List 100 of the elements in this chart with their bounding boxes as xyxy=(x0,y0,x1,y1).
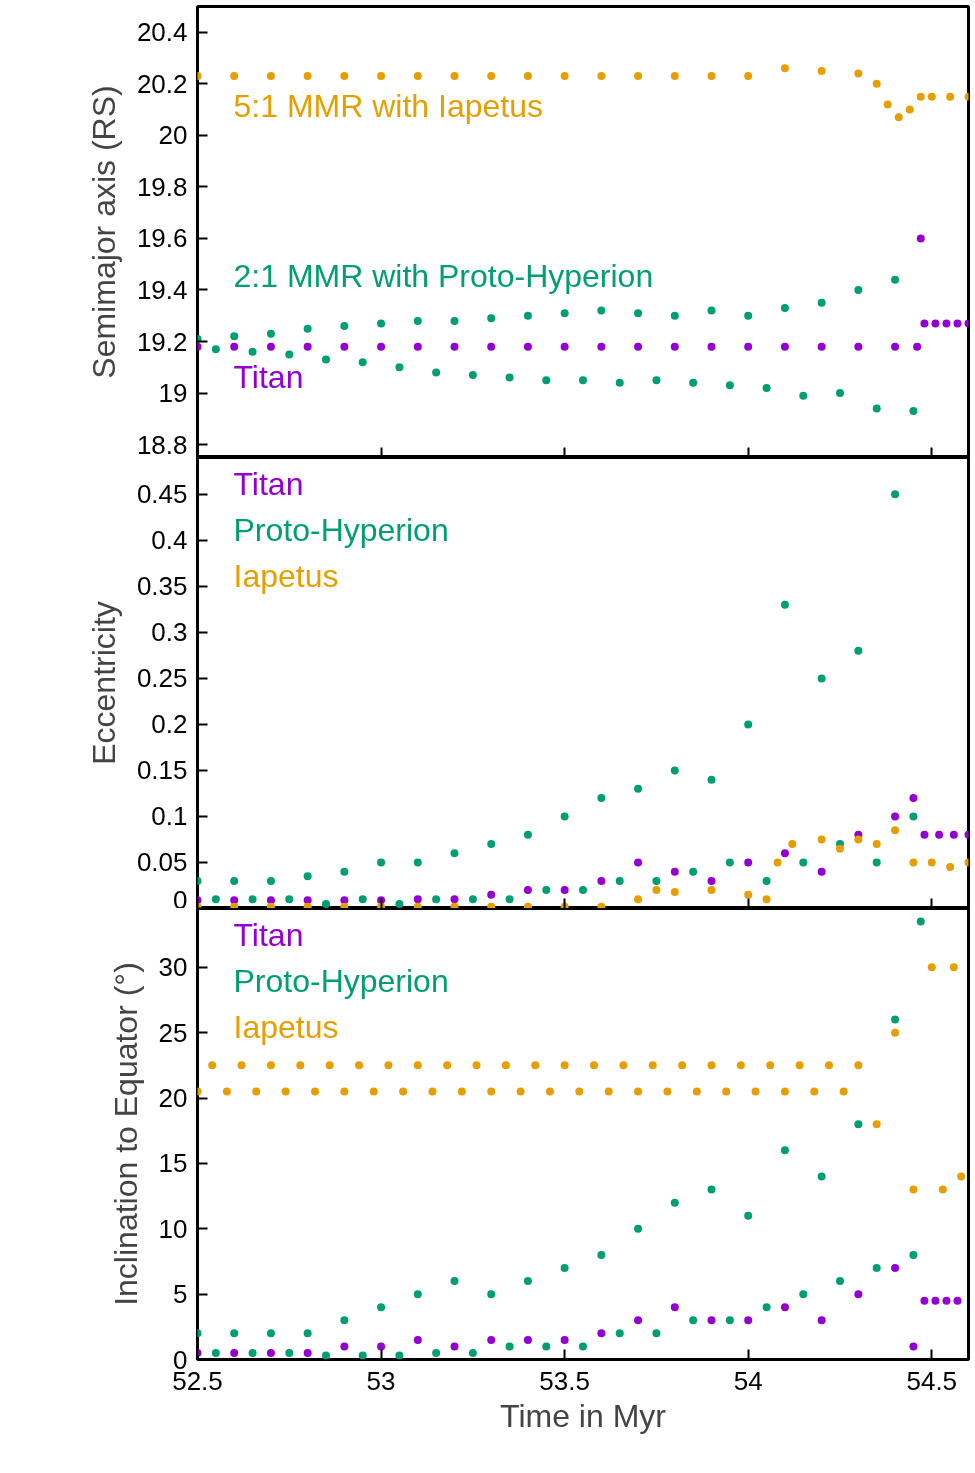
point xyxy=(505,1342,514,1351)
point xyxy=(780,1087,789,1096)
point xyxy=(942,319,951,328)
point xyxy=(597,1329,606,1338)
point xyxy=(303,1329,312,1338)
point xyxy=(670,867,679,876)
point xyxy=(413,342,422,351)
point xyxy=(208,1061,217,1070)
x-tick-label: 53.5 xyxy=(539,1365,590,1396)
point xyxy=(560,812,569,821)
point xyxy=(413,1335,422,1344)
point xyxy=(891,275,900,284)
point xyxy=(652,1329,661,1338)
point xyxy=(303,324,312,333)
point xyxy=(931,319,940,328)
point xyxy=(211,345,220,354)
point xyxy=(744,342,753,351)
point xyxy=(505,895,514,904)
point xyxy=(854,1061,863,1070)
point xyxy=(266,1329,275,1338)
point xyxy=(384,1061,393,1070)
point xyxy=(725,1316,734,1325)
point xyxy=(413,72,422,81)
point xyxy=(634,72,643,81)
series-label: 5:1 MMR with Iapetus xyxy=(233,88,543,125)
point xyxy=(670,1198,679,1207)
point xyxy=(872,404,881,413)
point xyxy=(916,917,925,926)
point xyxy=(248,347,257,356)
point xyxy=(450,849,459,858)
series-label: 2:1 MMR with Proto-Hyperion xyxy=(233,257,654,294)
point xyxy=(883,100,892,109)
point xyxy=(799,858,808,867)
point xyxy=(938,1185,947,1194)
y-tick-label: 20.4 xyxy=(136,17,188,48)
point xyxy=(872,1120,881,1129)
point xyxy=(780,1303,789,1312)
point xyxy=(957,1172,966,1181)
point xyxy=(579,1342,587,1351)
point xyxy=(322,355,330,364)
point xyxy=(744,72,753,81)
point xyxy=(909,812,918,821)
y-axis-title: Eccentricity xyxy=(85,601,122,765)
point xyxy=(736,1061,745,1070)
point xyxy=(523,342,532,351)
point xyxy=(266,1061,275,1070)
point xyxy=(854,1290,863,1299)
point xyxy=(266,342,275,351)
point xyxy=(487,840,496,849)
point xyxy=(340,896,349,905)
point xyxy=(744,1211,753,1220)
point xyxy=(523,1335,532,1344)
point xyxy=(450,895,459,904)
point xyxy=(927,963,936,972)
point xyxy=(340,342,349,351)
point xyxy=(707,1061,716,1070)
point xyxy=(949,963,958,972)
point xyxy=(523,886,532,895)
point xyxy=(773,858,782,867)
point xyxy=(905,105,914,114)
point xyxy=(266,876,275,885)
point xyxy=(634,858,643,867)
point xyxy=(230,876,239,885)
y-tick-label: 10 xyxy=(158,1213,188,1244)
point xyxy=(597,794,606,803)
point xyxy=(817,342,826,351)
text: Titan xyxy=(233,465,304,502)
point xyxy=(523,830,532,839)
series-label: Titan xyxy=(233,358,304,395)
point xyxy=(395,363,404,372)
point xyxy=(707,876,716,885)
point xyxy=(689,867,698,876)
point xyxy=(395,1351,404,1360)
point xyxy=(836,1277,844,1286)
point xyxy=(340,1087,349,1096)
y-tick-label: 0.4 xyxy=(151,525,188,556)
point xyxy=(560,309,569,318)
x-tick-label: 53 xyxy=(366,1365,396,1396)
point xyxy=(913,342,922,351)
point xyxy=(634,895,643,904)
point xyxy=(648,1061,657,1070)
y-tick-label: 19 xyxy=(158,378,188,409)
point xyxy=(670,887,679,896)
point xyxy=(678,1061,687,1070)
point xyxy=(468,371,477,380)
point xyxy=(744,1316,753,1325)
point xyxy=(340,1342,349,1351)
point xyxy=(854,69,863,78)
point xyxy=(766,1061,775,1070)
point xyxy=(222,1087,231,1096)
point xyxy=(285,350,294,359)
point xyxy=(692,1087,701,1096)
point xyxy=(652,376,661,385)
point xyxy=(780,600,789,609)
text: Iapetus xyxy=(233,557,339,594)
point xyxy=(523,1277,532,1286)
point xyxy=(413,895,422,904)
point xyxy=(266,329,275,338)
point xyxy=(597,72,606,81)
point xyxy=(909,1185,918,1194)
